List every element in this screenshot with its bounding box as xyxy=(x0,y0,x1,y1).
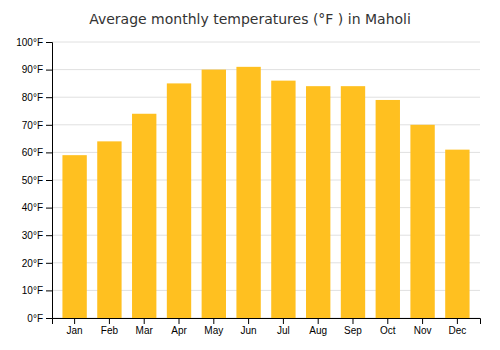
tick-mark xyxy=(46,97,52,98)
tick-label: Feb xyxy=(101,325,119,336)
tick: Feb xyxy=(101,318,119,336)
tick-label: 0°F xyxy=(27,313,43,324)
tick-label: Apr xyxy=(171,325,187,336)
bar xyxy=(306,86,330,318)
tick-mark xyxy=(352,318,353,324)
tick-mark xyxy=(422,318,423,324)
tick: 70°F xyxy=(22,120,52,131)
tick-mark xyxy=(46,235,52,236)
tick-mark xyxy=(46,263,52,264)
tick-label: 20°F xyxy=(22,258,43,269)
tick-mark xyxy=(179,318,180,324)
plot-area: 0°F 10°F 20°F 30°F 40°F 50°F 60°F 70°F 80°F 90°F 1… xyxy=(16,37,480,336)
tick-mark xyxy=(457,318,458,324)
tick-label: 100°F xyxy=(16,37,43,48)
tick: 100°F xyxy=(16,37,52,48)
tick: Dec xyxy=(448,318,466,336)
bar xyxy=(271,81,295,318)
tick-label: May xyxy=(204,325,223,336)
tick: Jul xyxy=(277,318,290,336)
y-axis: 0°F 10°F 20°F 30°F 40°F 50°F 60°F 70°F 80°F 90°F 1… xyxy=(16,37,52,324)
tick-mark xyxy=(46,42,52,43)
tick-label: 10°F xyxy=(22,285,43,296)
tick-mark xyxy=(46,70,52,71)
tick-label: 60°F xyxy=(22,147,43,158)
tick-label: 80°F xyxy=(22,92,43,103)
title: Average monthly temperatures (°F ) in Ma… xyxy=(89,11,411,27)
tick-label: Mar xyxy=(136,325,154,336)
tick-label: Jan xyxy=(67,325,83,336)
axis-line xyxy=(46,43,53,319)
tick: Oct xyxy=(380,318,396,336)
tick-mark xyxy=(46,318,52,319)
tick-label: 90°F xyxy=(22,64,43,75)
bar xyxy=(132,114,156,318)
grid-line xyxy=(52,42,480,43)
bar xyxy=(236,67,260,318)
chart: 0°F 10°F 20°F 30°F 40°F 50°F 60°F 70°F 80°F 90°F 1… xyxy=(0,0,500,350)
tick-mark xyxy=(213,318,214,324)
tick-mark xyxy=(46,180,52,181)
tick: 40°F xyxy=(22,202,52,213)
tick: Nov xyxy=(414,318,432,336)
tick: Jun xyxy=(241,318,257,336)
tick-mark xyxy=(144,318,145,324)
tick: Jan xyxy=(67,318,83,336)
tick-label: Jun xyxy=(241,325,257,336)
tick: Aug xyxy=(309,318,327,336)
tick: Mar xyxy=(136,318,154,336)
tick: 30°F xyxy=(22,230,52,241)
tick-label: 40°F xyxy=(22,202,43,213)
tick-mark xyxy=(46,125,52,126)
tick-mark xyxy=(283,318,284,324)
tick-label: Aug xyxy=(309,325,327,336)
x-axis: Jan Feb Mar Apr May Jun Jul Aug Sep Oct Nov Dec xyxy=(53,318,481,336)
bar xyxy=(97,141,121,318)
tick: 0°F xyxy=(27,313,52,324)
tick-mark xyxy=(318,318,319,324)
tick: 10°F xyxy=(22,285,52,296)
bar xyxy=(376,100,400,318)
tick-mark xyxy=(109,318,110,324)
bar xyxy=(167,83,191,318)
grid-line xyxy=(52,69,480,70)
tick-mark xyxy=(387,318,388,324)
axis-line xyxy=(53,319,481,325)
bar xyxy=(341,86,365,318)
tick-label: 70°F xyxy=(22,120,43,131)
grid-line xyxy=(52,97,480,98)
bar xyxy=(410,125,434,318)
tick: Sep xyxy=(344,318,362,336)
tick: 80°F xyxy=(22,92,52,103)
tick-label: Sep xyxy=(344,325,362,336)
bar xyxy=(445,150,469,318)
grid xyxy=(52,42,480,318)
tick: 50°F xyxy=(22,175,52,186)
tick-mark xyxy=(248,318,249,324)
tick-label: 30°F xyxy=(22,230,43,241)
tick-mark xyxy=(46,152,52,153)
tick-label: Oct xyxy=(380,325,396,336)
tick-label: 50°F xyxy=(22,175,43,186)
bar xyxy=(62,155,86,318)
tick-mark xyxy=(46,290,52,291)
tick-mark xyxy=(46,208,52,209)
tick: 20°F xyxy=(22,258,52,269)
tick: 60°F xyxy=(22,147,52,158)
tick: Apr xyxy=(171,318,187,336)
bar xyxy=(202,70,226,318)
bars xyxy=(62,67,469,318)
tick: 90°F xyxy=(22,64,52,75)
tick-label: Jul xyxy=(277,325,290,336)
tick-label: Nov xyxy=(414,325,432,336)
tick-label: Dec xyxy=(448,325,466,336)
tick-mark xyxy=(74,318,75,324)
tick: May xyxy=(204,318,223,336)
